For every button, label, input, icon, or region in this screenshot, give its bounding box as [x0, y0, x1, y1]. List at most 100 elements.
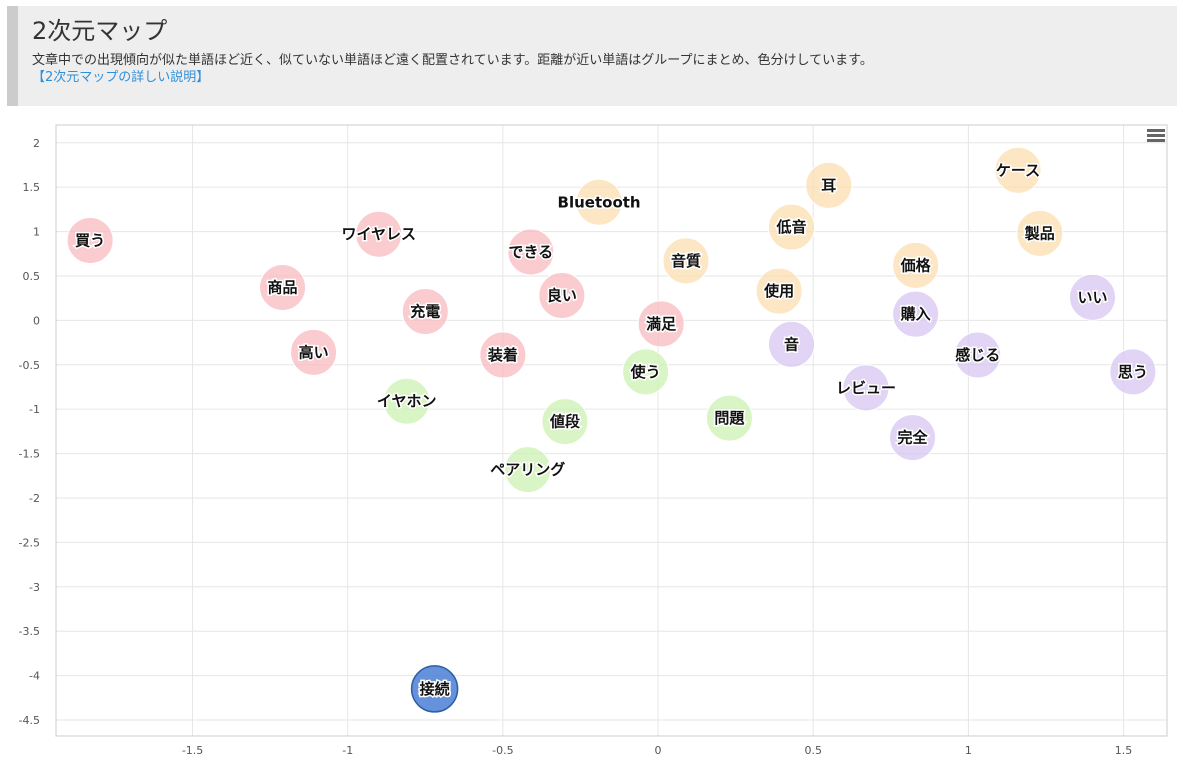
point-marker[interactable] [355, 210, 403, 258]
point-marker[interactable] [383, 377, 431, 425]
data-point[interactable]: 問題 [705, 394, 753, 442]
point-marker[interactable] [842, 364, 890, 412]
point-marker[interactable] [994, 146, 1042, 194]
point-label: 耳 [821, 176, 836, 194]
data-point[interactable]: 価格 [892, 241, 940, 289]
point-marker[interactable] [538, 272, 586, 320]
data-point[interactable]: ペアリング [489, 446, 567, 494]
point-label: ペアリング [490, 461, 565, 479]
data-point[interactable]: 満足 [637, 300, 685, 348]
point-label: 接続 [420, 680, 450, 698]
point-label: 音 [784, 335, 799, 353]
point-marker[interactable] [705, 394, 753, 442]
data-point[interactable]: 低音 [767, 203, 815, 251]
chart-menu-icon[interactable] [1147, 129, 1165, 142]
data-point[interactable]: 装着 [479, 331, 527, 379]
point-marker[interactable] [541, 398, 589, 446]
point-marker[interactable] [259, 264, 307, 312]
point-marker[interactable] [479, 331, 527, 379]
data-point[interactable]: 使用 [755, 267, 803, 315]
point-label: 思う [1118, 363, 1148, 381]
x-tick-label: 0.5 [804, 744, 822, 757]
y-tick-label: -1 [29, 403, 40, 416]
data-point[interactable]: 完全 [889, 414, 937, 462]
data-point[interactable]: 音 [767, 320, 815, 368]
x-tick-label: 1.5 [1115, 744, 1133, 757]
y-tick-label: -4.5 [19, 714, 40, 727]
data-point[interactable]: 高い [290, 328, 338, 376]
point-label: 使用 [763, 282, 794, 300]
data-point[interactable]: 購入 [892, 290, 940, 338]
data-point[interactable]: いい [1069, 273, 1117, 321]
point-label: 使う [630, 363, 661, 381]
data-point[interactable]: レビュー [834, 364, 897, 412]
y-tick-label: -3.5 [19, 625, 40, 638]
point-marker[interactable] [892, 241, 940, 289]
point-marker[interactable] [892, 290, 940, 338]
point-marker[interactable] [767, 320, 815, 368]
data-point[interactable]: 買う [66, 216, 114, 264]
point-label: Bluetooth [558, 193, 641, 211]
data-point[interactable]: 商品 [259, 264, 307, 312]
point-marker[interactable] [66, 216, 114, 264]
point-marker[interactable] [504, 446, 552, 494]
point-label: 満足 [646, 315, 677, 333]
data-point[interactable]: イヤホン [375, 377, 438, 425]
point-marker[interactable] [954, 331, 1002, 379]
x-tick-label: -0.5 [492, 744, 513, 757]
point-marker[interactable] [767, 203, 815, 251]
point-marker[interactable] [575, 178, 623, 226]
y-tick-label: -2.5 [19, 536, 40, 549]
data-point[interactable]: 充電 [401, 287, 449, 335]
data-point[interactable]: 耳 [805, 161, 853, 209]
point-label: レビュー [836, 379, 896, 397]
data-point[interactable]: 良い [538, 272, 586, 320]
x-tick-label: -1 [342, 744, 353, 757]
point-label: いい [1078, 288, 1108, 306]
data-point[interactable]: 使う [622, 348, 670, 396]
data-point[interactable]: 感じる [954, 331, 1002, 379]
data-point[interactable]: できる [507, 228, 555, 276]
point-marker[interactable] [290, 328, 338, 376]
point-marker[interactable] [755, 267, 803, 315]
point-marker[interactable] [410, 665, 459, 713]
point-marker[interactable] [805, 161, 853, 209]
point-marker[interactable] [622, 348, 670, 396]
y-tick-label: 1.5 [23, 181, 41, 194]
point-label: 問題 [714, 409, 745, 427]
point-marker[interactable] [889, 414, 937, 462]
point-marker[interactable] [507, 228, 555, 276]
point-label: 製品 [1024, 224, 1055, 242]
y-tick-label: 2 [33, 137, 40, 150]
scatter-chart: -1.5 -1 -0.5 0 0.5 1 1.5 2 1.5 1 0.5 0 -0.5 -1 -1.5 -2 -… [19, 124, 1168, 757]
y-tick-label: 0 [33, 314, 40, 327]
data-point[interactable]: 音質 [662, 237, 710, 285]
point-marker[interactable] [637, 300, 685, 348]
data-point[interactable]: ワイヤレス [340, 210, 418, 258]
y-tick-label: 1 [33, 226, 40, 239]
data-point[interactable]: 接続 [410, 665, 459, 713]
x-tick-label: 1 [965, 744, 972, 757]
data-point[interactable]: 値段 [541, 398, 589, 446]
point-marker[interactable] [1069, 273, 1117, 321]
y-tick-label: -0.5 [19, 359, 40, 372]
point-marker[interactable] [1109, 348, 1157, 396]
point-label: ケース [996, 161, 1040, 179]
point-label: 買う [75, 231, 105, 249]
point-marker[interactable] [662, 237, 710, 285]
point-label: 商品 [268, 279, 298, 297]
y-tick-label: -2 [29, 492, 40, 505]
point-label: 低音 [775, 218, 806, 236]
data-point[interactable]: ケース [994, 146, 1042, 194]
point-label: 購入 [900, 305, 931, 323]
point-marker[interactable] [401, 287, 449, 335]
page-description: 文章中での出現傾向が似た単語ほど近く、似ていない単語ほど遠く配置されています。距… [32, 53, 873, 68]
detail-link[interactable]: 【2次元マップの詳しい説明】 [32, 70, 210, 85]
point-label: 良い [547, 287, 577, 305]
y-tick-label: -3 [29, 581, 40, 594]
data-point[interactable]: 思う [1109, 348, 1157, 396]
data-point[interactable]: Bluetooth [556, 178, 642, 226]
data-point[interactable]: 製品 [1016, 209, 1064, 257]
point-marker[interactable] [1016, 209, 1064, 257]
page-header: 2次元マップ 文章中での出現傾向が似た単語ほど近く、似ていない単語ほど遠く配置さ… [7, 6, 1177, 106]
